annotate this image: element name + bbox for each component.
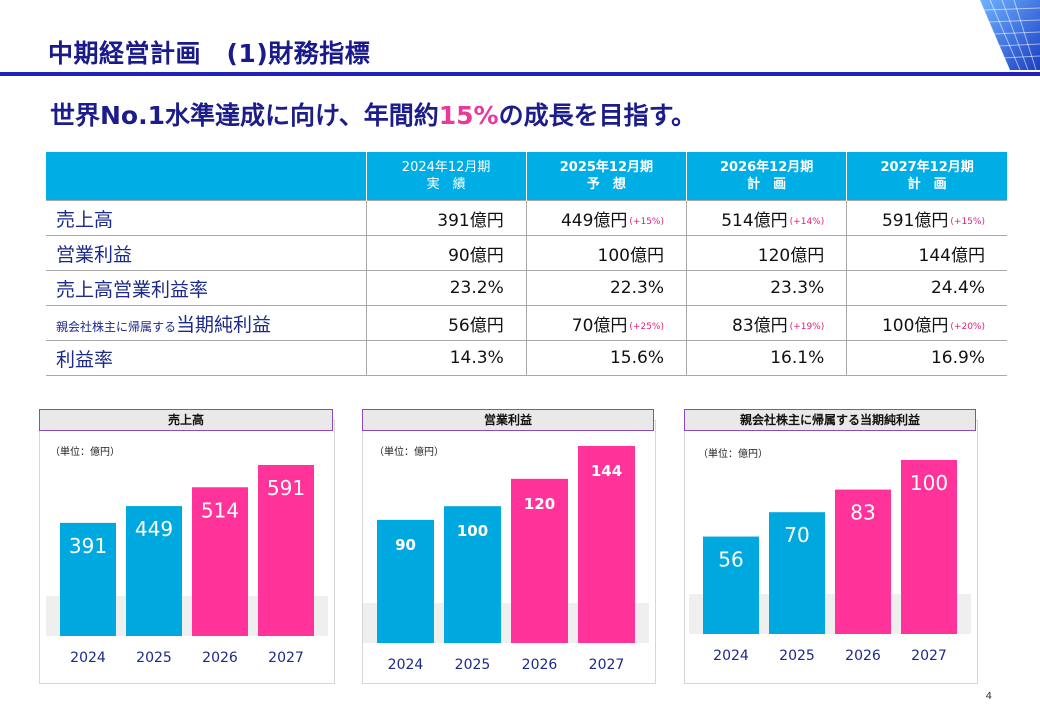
bar-2025 <box>769 512 825 634</box>
bar-chart-net-income: 56 2024 70 2025 83 2026 100 2027 <box>689 460 971 664</box>
chart-title-operating-profit: 営業利益 <box>362 409 654 431</box>
bar-2024 <box>60 522 116 636</box>
corner-graphic <box>950 0 1040 70</box>
table-cell: 22.3% <box>525 270 687 306</box>
table-cell: 23.3% <box>685 270 847 306</box>
x-tick-label: 2026 <box>522 657 558 673</box>
headline: 世界No.1水準達成に向け、年間約15%の成長を目指す。 <box>50 96 696 132</box>
bar-value-label: 449 <box>135 517 173 541</box>
bar-2026 <box>192 487 248 636</box>
table-cell: 449億円 (+15%) <box>525 200 687 236</box>
table-cell: 15.6% <box>525 340 687 376</box>
row-label: 売上高 <box>46 200 366 236</box>
chart-unit-sales: （単位：億円） <box>50 447 120 458</box>
bar-2025 <box>126 506 182 636</box>
growth-rate: (+20%) <box>950 321 985 332</box>
chart-unit-operating-profit: （単位：億円） <box>374 447 444 458</box>
table-cell: 83億円 (+19%) <box>685 305 847 341</box>
x-tick-label: 2024 <box>388 657 424 673</box>
headline-suffix: の成長を目指す。 <box>498 101 697 130</box>
table-cell: 56億円 <box>365 305 527 341</box>
chart-title-sales: 売上高 <box>39 409 333 431</box>
x-tick-label: 2027 <box>911 648 947 664</box>
row-label-prefix: 親会社株主に帰属する <box>56 319 177 334</box>
table-cell: 14.3% <box>365 340 527 376</box>
x-tick-label: 2024 <box>70 650 106 666</box>
bar-value-label: 591 <box>267 476 305 500</box>
row-label: 親会社株主に帰属する当期純利益 <box>46 305 366 341</box>
table-cell: 16.9% <box>846 340 1007 376</box>
bar-value-label: 514 <box>201 498 239 522</box>
x-tick-label: 2027 <box>589 657 625 673</box>
x-tick-label: 2027 <box>268 650 304 666</box>
bar-2025 <box>444 506 501 643</box>
row-label-main: 当期純利益 <box>176 313 272 336</box>
x-tick-label: 2024 <box>713 648 749 664</box>
table-cell: 514億円 (+14%) <box>685 200 847 236</box>
table-cell: 24.4% <box>846 270 1007 306</box>
page-title: 中期経営計画 (1)財務指標 <box>48 39 371 68</box>
table-cell: 391億円 <box>365 200 527 236</box>
table-header-2025: 2025年12月期予 想 <box>525 152 687 201</box>
x-tick-label: 2026 <box>845 648 881 664</box>
table-cell: 100億円 (+20%) <box>846 305 1007 341</box>
table-cell: 23.2% <box>365 270 527 306</box>
x-tick-label: 2025 <box>455 657 491 673</box>
growth-rate: (+25%) <box>629 321 664 332</box>
table-header-2024: 2024年12月期実 績 <box>365 152 527 201</box>
bar-value-label: 391 <box>69 534 107 558</box>
bar-2026 <box>835 489 891 634</box>
bar-2027 <box>258 465 314 636</box>
bar-2024 <box>377 519 434 643</box>
table-header-2027: 2027年12月期計 画 <box>846 152 1007 201</box>
bar-value-label: 90 <box>395 536 416 554</box>
table-row-operating-profit: 営業利益 90億円 100億円 120億円 144億円 <box>46 235 1007 271</box>
bar-2027 <box>901 460 957 634</box>
bar-2026 <box>511 478 568 643</box>
bar-value-label: 100 <box>457 522 488 540</box>
x-tick-label: 2025 <box>779 648 815 664</box>
growth-rate: (+14%) <box>789 216 825 227</box>
growth-rate: (+15%) <box>629 216 664 227</box>
headline-highlight: 15% <box>438 101 499 130</box>
table-row-operating-margin: 売上高営業利益率 23.2% 22.3% 23.3% 24.4% <box>46 270 1007 306</box>
row-label: 利益率 <box>46 340 366 376</box>
bar-value-label: 100 <box>910 471 948 495</box>
page-number: 4 <box>985 691 992 702</box>
table-cell: 16.1% <box>685 340 847 376</box>
bar-2024 <box>703 536 759 634</box>
row-label: 営業利益 <box>46 235 366 271</box>
table-header-blank <box>46 152 366 201</box>
table-cell: 90億円 <box>365 235 527 271</box>
table-cell: 100億円 <box>525 235 687 271</box>
building-graphic <box>980 0 1040 70</box>
x-tick-label: 2025 <box>136 650 172 666</box>
bar-value-label: 56 <box>718 548 743 572</box>
row-label: 売上高営業利益率 <box>46 270 366 306</box>
bar-chart-operating-profit: 90 2024 100 2025 120 2026 144 2027 <box>363 446 649 673</box>
bar-value-label: 70 <box>784 523 809 547</box>
table-cell: 144億円 <box>846 235 1007 271</box>
x-tick-label: 2026 <box>202 650 238 666</box>
bar-value-label: 144 <box>591 462 622 480</box>
growth-rate: (+15%) <box>950 216 985 227</box>
chart-title-net-income: 親会社株主に帰属する当期純利益 <box>684 409 976 431</box>
bar-value-label: 120 <box>524 495 555 513</box>
table-cell: 120億円 <box>685 235 847 271</box>
table-row-profit-margin: 利益率 14.3% 15.6% 16.1% 16.9% <box>46 340 1007 376</box>
header-divider <box>0 72 1040 76</box>
bar-chart-sales: 391 2024 449 2025 514 2026 591 2027 <box>46 465 328 666</box>
headline-prefix: 世界No.1水準達成に向け、年間約 <box>50 101 439 130</box>
table-cell: 591億円 (+15%) <box>846 200 1007 236</box>
chart-unit-net-income: （単位：億円） <box>698 449 768 460</box>
table-header-row: 2024年12月期実 績 2025年12月期予 想 2026年12月期計 画 2… <box>46 152 1007 201</box>
table-header-2026: 2026年12月期計 画 <box>685 152 847 201</box>
financial-table: 2024年12月期実 績 2025年12月期予 想 2026年12月期計 画 2… <box>46 152 1007 376</box>
growth-rate: (+19%) <box>789 321 825 332</box>
table-row-net-income: 親会社株主に帰属する当期純利益 56億円 70億円 (+25%) 83億円 (+19… <box>46 305 1007 341</box>
table-cell: 70億円 (+25%) <box>525 305 687 341</box>
bar-2027 <box>578 446 635 643</box>
table-row-sales: 売上高 391億円 449億円 (+15%) 514億円 (+14%) 591億円(… <box>46 200 1007 236</box>
bar-value-label: 83 <box>850 501 875 525</box>
